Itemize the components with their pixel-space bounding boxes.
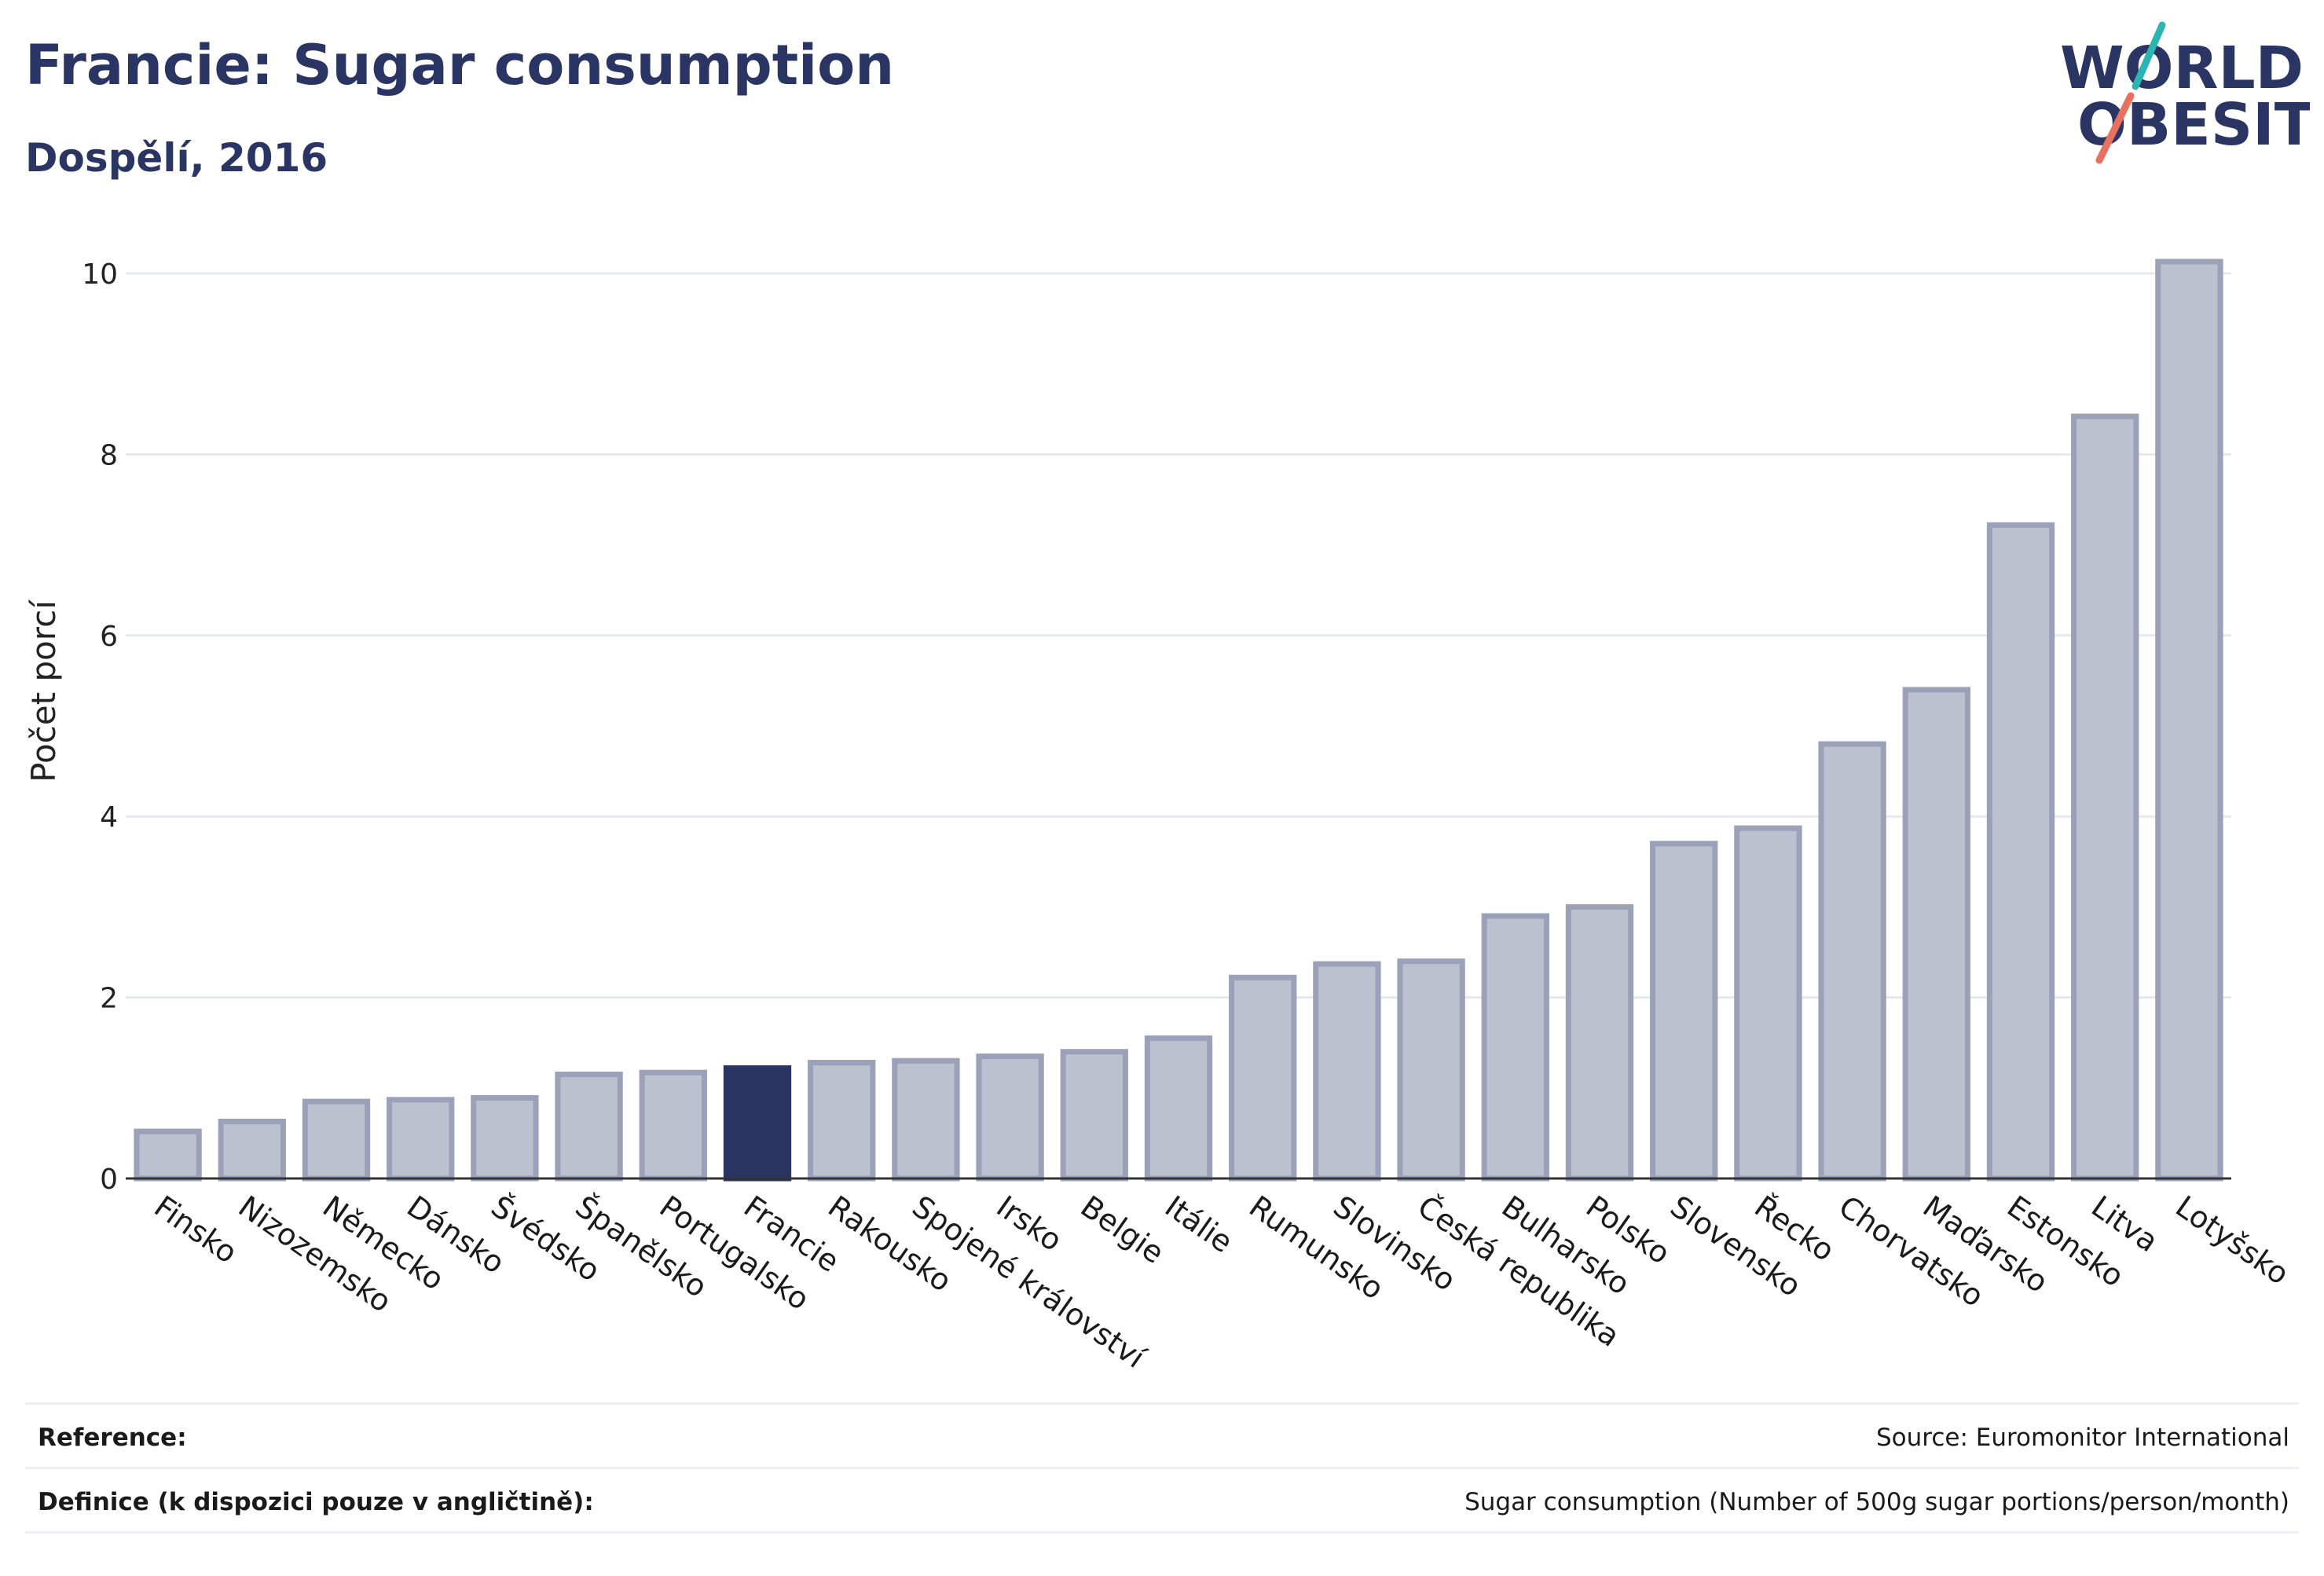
bar[interactable]	[1481, 913, 1549, 1182]
x-tick-label: Finsko	[148, 1189, 243, 1270]
definition-label: Definice (k dispozici pouze v angličtině…	[38, 1488, 594, 1516]
definition-value: Sugar consumption (Number of 500g sugar …	[1464, 1488, 2289, 1516]
bar[interactable]	[1397, 958, 1465, 1182]
world-obesity-logo[interactable]: WORLD OBESITY	[2043, 19, 2310, 168]
logo-slash-bottom	[2095, 92, 2135, 164]
bar[interactable]	[976, 1053, 1044, 1182]
x-tick-label: Lotyšsko	[2169, 1189, 2295, 1291]
bar[interactable]	[1734, 825, 1802, 1182]
bar[interactable]	[471, 1094, 539, 1182]
x-tick-label: Itálie	[1159, 1189, 1239, 1259]
bar[interactable]	[1818, 741, 1886, 1182]
y-axis-ticks: 0 2 4 6 8 10	[82, 258, 118, 1196]
y-tick-label: 0	[100, 1164, 118, 1196]
bar[interactable]	[1902, 687, 1970, 1182]
y-axis-title: Počet porcí	[24, 599, 63, 783]
y-tick-label: 4	[100, 801, 118, 834]
bar-highlight[interactable]	[723, 1065, 792, 1182]
logo-slash-top	[2132, 21, 2166, 90]
bar[interactable]	[1144, 1035, 1213, 1182]
bar[interactable]	[387, 1097, 455, 1182]
chart-subtitle: Dospělí, 2016	[25, 135, 328, 181]
x-tick-label: Belgie	[1075, 1189, 1171, 1270]
footer-definition-row: Definice (k dispozici pouze v angličtině…	[25, 1467, 2299, 1532]
bar[interactable]	[2155, 258, 2223, 1182]
bar[interactable]	[892, 1057, 960, 1182]
bar[interactable]	[1229, 974, 1297, 1182]
bars	[134, 258, 2223, 1182]
bar[interactable]	[1650, 841, 1718, 1182]
chart-title: Francie: Sugar consumption	[25, 33, 895, 97]
bar[interactable]	[1313, 961, 1381, 1182]
reference-value: Source: Euromonitor International	[1875, 1424, 2289, 1452]
bar-chart: 0 2 4 6 8 10 FinskoNizozemskoNěmeckoDánskoŠvé…	[24, 258, 2295, 1376]
bar[interactable]	[2071, 413, 2139, 1182]
reference-label: Reference:	[38, 1424, 187, 1452]
y-tick-label: 10	[82, 258, 118, 291]
x-axis-labels: FinskoNizozemskoNěmeckoDánskoŠvédskoŠpan…	[148, 1189, 2295, 1376]
bar[interactable]	[639, 1069, 707, 1182]
bar[interactable]	[1986, 522, 2055, 1182]
bar[interactable]	[302, 1098, 371, 1182]
bar[interactable]	[134, 1128, 202, 1182]
footer-reference-row: Reference: Source: Euromonitor Internati…	[25, 1402, 2299, 1468]
y-tick-label: 6	[100, 621, 118, 653]
bar[interactable]	[1565, 903, 1634, 1182]
bar[interactable]	[808, 1060, 876, 1182]
bar[interactable]	[218, 1118, 286, 1182]
bar[interactable]	[1060, 1049, 1128, 1182]
footer-bottom-rule	[25, 1531, 2299, 1534]
logo-word-world: WORLD	[2060, 35, 2304, 102]
bar[interactable]	[555, 1072, 623, 1182]
y-tick-label: 2	[100, 983, 118, 1015]
y-tick-label: 8	[100, 439, 118, 471]
